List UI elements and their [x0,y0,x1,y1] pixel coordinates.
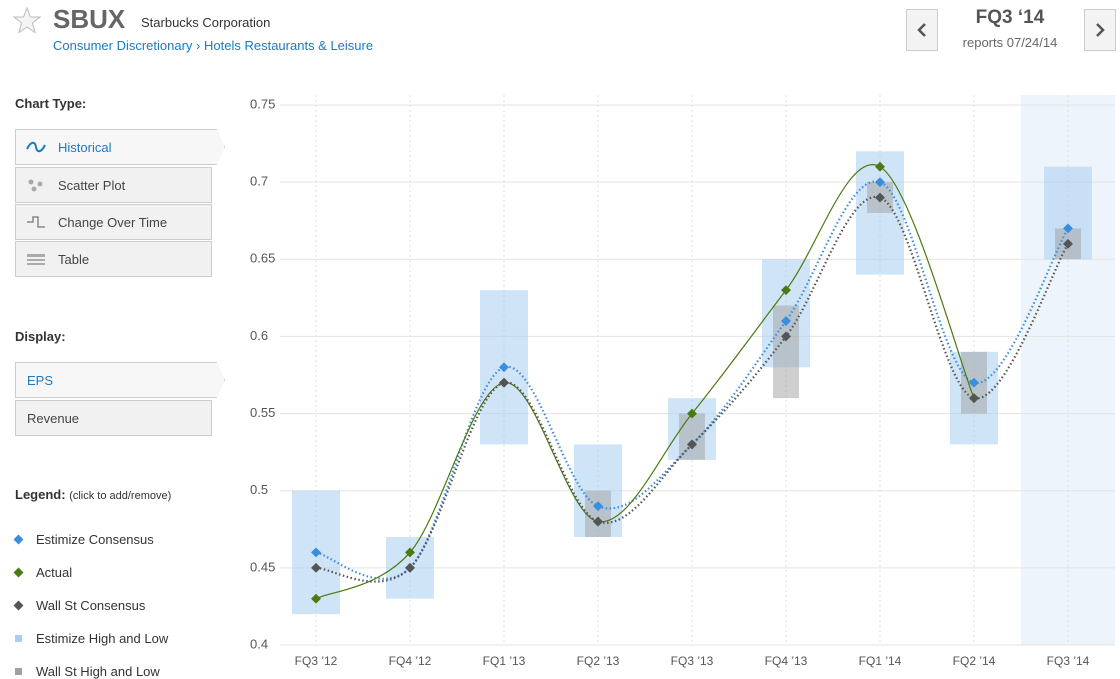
y-tick-label: 0.6 [250,328,268,343]
data-point [1063,223,1073,234]
x-tick-label: FQ2 ’13 [577,654,620,668]
legend-label: Legend: [15,487,66,502]
data-point [499,362,509,373]
y-tick-label: 0.5 [250,482,268,497]
data-point [499,377,509,388]
legend-marker [15,668,22,675]
data-point [781,316,791,326]
legend-item[interactable]: Wall St Consensus [13,598,146,613]
next-button[interactable] [1084,9,1116,51]
prev-button[interactable] [906,9,938,51]
data-point [1063,238,1073,249]
data-point [593,501,603,512]
legend-text: Estimize High and Low [36,631,169,646]
x-tick-label: FQ4 ’13 [765,654,808,668]
y-tick-label: 0.7 [250,174,268,189]
x-tick-label: FQ4 ’12 [389,654,432,668]
legend-text: Wall St High and Low [36,664,160,679]
display-option[interactable]: Revenue [15,400,212,436]
report-date: reports 07/24/14 [962,35,1058,50]
y-tick-label: 0.75 [250,96,275,111]
data-point [687,439,697,450]
data-point [311,562,321,573]
legend-text: Estimize Consensus [36,532,154,547]
data-point [311,593,321,604]
legend-item[interactable]: Actual [13,565,73,580]
chart-type-option[interactable]: Historical [15,129,225,165]
data-point [969,377,979,388]
x-tick-label: FQ3 ’13 [671,654,714,668]
chart-type-option[interactable]: Table [15,241,212,277]
sector-link[interactable]: Consumer Discretionary [53,38,193,53]
option-text: Revenue [27,410,80,426]
option-text: Table [58,251,90,267]
icon [27,254,45,265]
star-icon[interactable] [12,6,42,36]
data-point [781,331,791,342]
series-line [315,195,1069,583]
company: Starbucks Corporation [141,15,271,30]
y-tick-label: 0.55 [250,405,275,420]
ticker: SBUX [53,4,126,34]
range-box [585,490,611,537]
display-option[interactable]: EPS [15,362,225,398]
option-text: EPS [27,372,54,388]
period: FQ3 ‘14 [975,7,1045,28]
legend-item[interactable]: Estimize High and Low [15,631,168,646]
legend-hint: (click to add/remove) [69,490,172,502]
x-tick-label: FQ2 ’14 [953,654,996,668]
y-tick-label: 0.45 [250,559,275,574]
data-point [969,393,979,404]
legend-item[interactable]: Estimize Consensus [13,532,154,547]
y-tick-label: 0.65 [250,251,275,266]
icon [26,141,46,153]
legend-marker [15,635,22,642]
data-point [781,285,791,296]
icon [28,179,43,192]
display-label: Display: [15,329,66,344]
next-icon [1096,23,1105,37]
option-text: Scatter Plot [58,177,126,193]
data-point [875,177,885,188]
data-point [593,516,603,527]
data-point [405,562,415,573]
x-tick-label: FQ3 ’14 [1047,654,1090,668]
x-tick-label: FQ1 ’13 [483,654,526,668]
chart-type-option[interactable]: Change Over Time [15,204,212,240]
data-point [311,547,321,558]
y-tick-label: 0.4 [250,636,268,651]
data-point [405,547,415,558]
legend-item[interactable]: Wall St High and Low [15,664,160,679]
legend-heading: Legend: (click to add/remove) [15,487,171,502]
chart-type-option[interactable]: Scatter Plot [15,167,212,203]
data-point [687,408,697,419]
data-point [875,192,885,203]
industry-link[interactable]: Hotels Restaurants & Leisure [204,38,374,53]
x-tick-label: FQ3 ’12 [295,654,338,668]
prev-icon [917,23,926,37]
x-tick-label: FQ1 ’14 [859,654,902,668]
option-text: Change Over Time [58,214,168,230]
chart-type-label: Chart Type: [15,96,87,111]
legend-text: Wall St Consensus [36,598,146,613]
legend-text: Actual [36,565,73,580]
option-text: Historical [58,139,112,155]
icon [27,216,45,228]
breadcrumb: Consumer Discretionary › Hotels Restaura… [53,38,374,53]
data-point [875,161,885,172]
